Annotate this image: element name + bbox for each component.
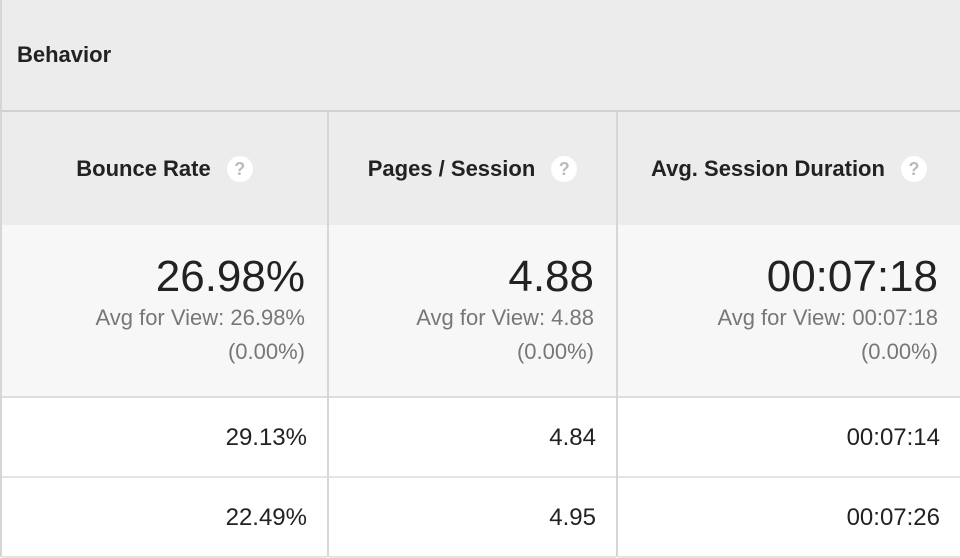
column: Pages / Session? 4.88 Avg for View: 4.88 (0… [327, 112, 616, 558]
view-average: Avg for View: 4.88 [416, 305, 594, 330]
column-label: Pages / Session [367, 155, 536, 181]
view-average: Avg for View: 26.98% [95, 305, 305, 330]
data-cell: 22.49% [2, 478, 327, 558]
data-cell: 00:07:26 [618, 478, 960, 558]
column-header[interactable]: Pages / Session? [329, 112, 616, 226]
column-label: Avg. Session Duration [651, 155, 885, 181]
column-header[interactable]: Bounce Rate? [2, 112, 327, 226]
delta: (0.00%) [227, 339, 305, 364]
summary-cell: 4.88 Avg for View: 4.88 (0.00%) [329, 225, 616, 398]
summary-cell: 26.98% Avg for View: 26.98% (0.00%) [2, 225, 327, 398]
group-header: Behavior [0, 0, 960, 112]
column-header[interactable]: Avg. Session Duration? [618, 112, 960, 226]
column: Bounce Rate? 26.98% Avg for View: 26.98% (0… [0, 112, 327, 558]
help-icon[interactable]: ? [900, 155, 927, 182]
data-cell: 4.84 [329, 398, 616, 478]
group-title: Behavior [17, 42, 112, 67]
column-label: Bounce Rate [76, 155, 211, 181]
total-value: 00:07:18 [766, 252, 938, 301]
view-average: Avg for View: 00:07:18 [717, 305, 938, 330]
data-cell: 29.13% [2, 398, 327, 478]
data-cell: 4.95 [329, 478, 616, 558]
total-value: 26.98% [155, 252, 305, 301]
data-cell: 00:07:14 [618, 398, 960, 478]
summary-cell: 00:07:18 Avg for View: 00:07:18 (0.00%) [618, 225, 960, 398]
delta: (0.00%) [860, 339, 938, 364]
total-value: 4.88 [508, 252, 594, 301]
help-icon[interactable]: ? [551, 155, 578, 182]
delta: (0.00%) [516, 339, 594, 364]
help-icon[interactable]: ? [226, 155, 253, 182]
column: Avg. Session Duration? 00:07:18 Avg for Vi… [616, 112, 960, 558]
